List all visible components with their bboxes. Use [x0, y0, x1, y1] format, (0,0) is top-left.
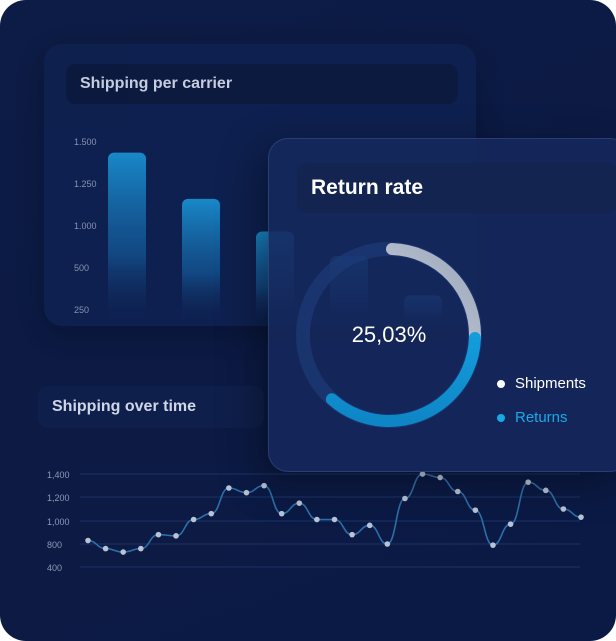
line-point [190, 516, 197, 523]
line-point [525, 479, 531, 485]
line-point [402, 495, 408, 502]
line-point [490, 542, 496, 548]
line-point [314, 516, 320, 523]
legend-shipments-label: Shipments [515, 375, 586, 392]
line-point [261, 482, 267, 489]
line-point [85, 537, 91, 544]
bar-y-tick-label: 1.250 [74, 179, 97, 189]
returns-dot-icon [497, 413, 505, 422]
line-point [155, 531, 162, 538]
line-point [419, 471, 426, 477]
return-rate-donut [296, 242, 482, 428]
legend-shipments: Shipments [497, 375, 586, 392]
return-rate-value: 25,03% [351, 322, 427, 347]
bar [182, 198, 220, 324]
line-point [331, 516, 338, 523]
line-point [454, 488, 461, 495]
line-point [507, 521, 514, 527]
line-chart: 1,400 1,200 1,000 800 400 [47, 470, 584, 573]
bar-y-tick-label: 1.000 [74, 221, 97, 231]
bar-y-tick-label: 250 [74, 305, 89, 315]
return-rate-title: Return rate [297, 163, 616, 213]
line-point [173, 533, 179, 539]
legend-returns-label: Returns [515, 409, 568, 426]
line-point [296, 500, 303, 506]
shipping-per-carrier-title: Shipping per carrier [66, 64, 458, 104]
bar-y-tick-label: 500 [74, 263, 89, 273]
line-y-tick-label: 1,000 [47, 517, 70, 527]
line-point [120, 549, 127, 555]
return-rate-card: Return rate 25,03% Shipments Returns [268, 138, 616, 472]
line-y-tick-label: 400 [47, 563, 62, 573]
line-point [208, 510, 215, 517]
line-point [542, 487, 549, 494]
legend-returns: Returns [497, 409, 568, 426]
line-series [87, 473, 582, 553]
line-point [278, 510, 285, 517]
shipping-over-time-title: Shipping over time [38, 386, 264, 428]
line-point [472, 507, 479, 513]
line-y-tick-label: 1,400 [47, 470, 70, 480]
line-point [578, 514, 584, 520]
shipments-dot-icon [497, 379, 505, 388]
line-point [138, 545, 144, 552]
bar-y-tick-label: 1.500 [74, 137, 97, 147]
line-y-tick-label: 1,200 [47, 493, 70, 503]
bar [108, 152, 146, 324]
line-point [384, 541, 391, 547]
line-y-tick-label: 800 [47, 540, 62, 550]
line-point [243, 489, 250, 496]
line-point [560, 506, 567, 512]
line-point [366, 522, 373, 529]
line-point [102, 545, 109, 552]
line-point [437, 474, 443, 481]
line-point [349, 531, 355, 538]
line-point [226, 485, 232, 491]
donut-returns-arc [297, 243, 481, 427]
